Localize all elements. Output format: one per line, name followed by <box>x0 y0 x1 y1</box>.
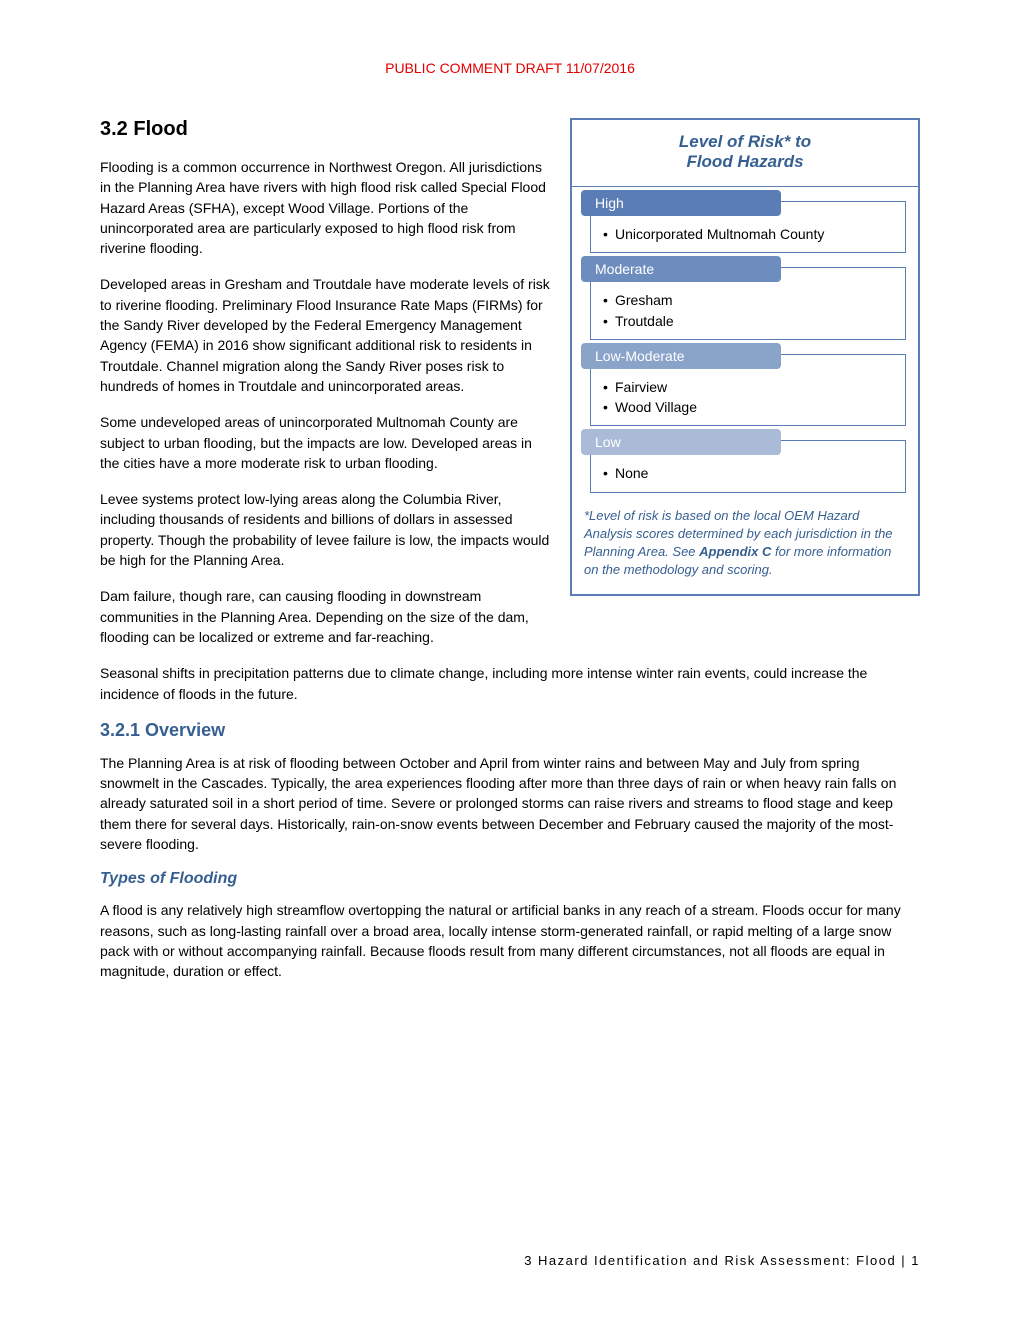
types-paragraph: A flood is any relatively high streamflo… <box>100 900 920 981</box>
risk-item: Wood Village <box>601 397 895 417</box>
risk-group: LowNone <box>590 440 906 492</box>
risk-group: HighUnicorporated Multnomah County <box>590 201 906 253</box>
risk-item: None <box>601 463 895 483</box>
risk-groups: HighUnicorporated Multnomah County Modera… <box>572 201 918 493</box>
two-column-wrap: 3.2 Flood Flooding is a common occurrenc… <box>100 118 920 663</box>
footnote-bold: Appendix C <box>699 544 771 559</box>
risk-group: ModerateGreshamTroutdale <box>590 267 906 340</box>
paragraph-1: Flooding is a common occurrence in North… <box>100 157 552 258</box>
paragraph-2: Developed areas in Gresham and Troutdale… <box>100 274 552 396</box>
risk-level-header: Moderate <box>581 256 781 282</box>
paragraph-3: Some undeveloped areas of unincorporated… <box>100 412 552 473</box>
risk-item: Gresham <box>601 290 895 310</box>
left-column: 3.2 Flood Flooding is a common occurrenc… <box>100 118 552 663</box>
paragraph-5: Dam failure, though rare, can causing fl… <box>100 586 552 647</box>
types-title: Types of Flooding <box>100 870 920 888</box>
section-title: 3.2 Flood <box>100 118 552 141</box>
paragraph-4: Levee systems protect low-lying areas al… <box>100 489 552 570</box>
risk-group: Low-ModerateFairviewWood Village <box>590 354 906 427</box>
sidebar-footnote: *Level of risk is based on the local OEM… <box>572 497 918 594</box>
sidebar-title-line2: Flood Hazards <box>686 152 803 171</box>
risk-item: Fairview <box>601 377 895 397</box>
sidebar-title: Level of Risk* to Flood Hazards <box>572 120 918 187</box>
risk-level-header: Low-Moderate <box>581 343 781 369</box>
risk-item: Unicorporated Multnomah County <box>601 224 895 244</box>
header-draft: PUBLIC COMMENT DRAFT 11/07/2016 <box>100 60 920 76</box>
risk-level-header: Low <box>581 429 781 455</box>
sidebar-title-line1: Level of Risk* to <box>679 132 811 151</box>
risk-item: Troutdale <box>601 311 895 331</box>
overview-paragraph: The Planning Area is at risk of flooding… <box>100 753 920 854</box>
overview-title: 3.2.1 Overview <box>100 720 920 741</box>
risk-sidebar: Level of Risk* to Flood Hazards HighUnic… <box>570 118 920 596</box>
page-footer: 3 Hazard Identification and Risk Assessm… <box>524 1253 920 1268</box>
risk-level-header: High <box>581 190 781 216</box>
paragraph-6: Seasonal shifts in precipitation pattern… <box>100 663 920 704</box>
